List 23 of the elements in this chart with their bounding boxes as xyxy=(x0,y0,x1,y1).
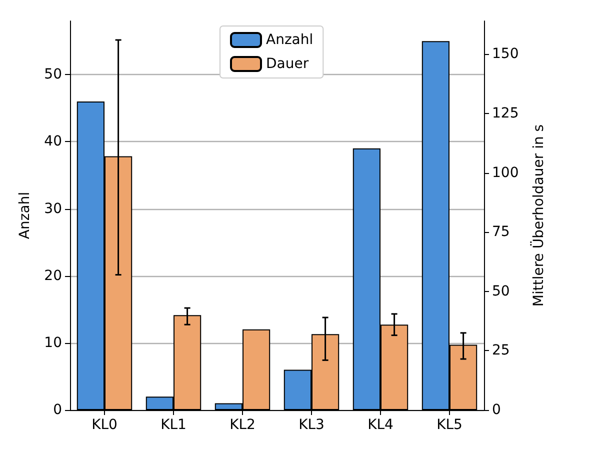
y2-tick-label: 0 xyxy=(492,402,501,418)
y2-tick-label: 125 xyxy=(492,106,519,122)
y2-tick-label: 75 xyxy=(492,224,510,240)
x-tick-label: KL4 xyxy=(368,417,394,433)
y-tick-label: 30 xyxy=(44,200,62,217)
y2-tick-label: 25 xyxy=(492,342,510,359)
x-tick-label: KL3 xyxy=(298,417,324,433)
y2-tick-label: 100 xyxy=(492,164,519,181)
y-tick-label: 20 xyxy=(44,268,62,284)
y-tick-label: 10 xyxy=(44,334,62,351)
y-tick-label: 0 xyxy=(53,402,62,418)
y-tick-label: 50 xyxy=(44,66,62,83)
y-tick-label: 40 xyxy=(44,134,62,150)
x-tick-label: KL2 xyxy=(230,417,256,433)
x-tick-label: KL1 xyxy=(160,417,186,433)
legend-label: Anzahl xyxy=(266,32,314,48)
y2-axis-title: Mittlere Überholdauer in s xyxy=(530,124,547,307)
legend-label: Dauer xyxy=(266,56,309,72)
y2-tick-label: 150 xyxy=(492,46,519,62)
x-tick-label: KL5 xyxy=(436,417,462,433)
x-tick-label: KL0 xyxy=(92,417,118,433)
y2-tick-label: 50 xyxy=(492,283,510,300)
y-axis-title: Anzahl xyxy=(17,192,33,240)
